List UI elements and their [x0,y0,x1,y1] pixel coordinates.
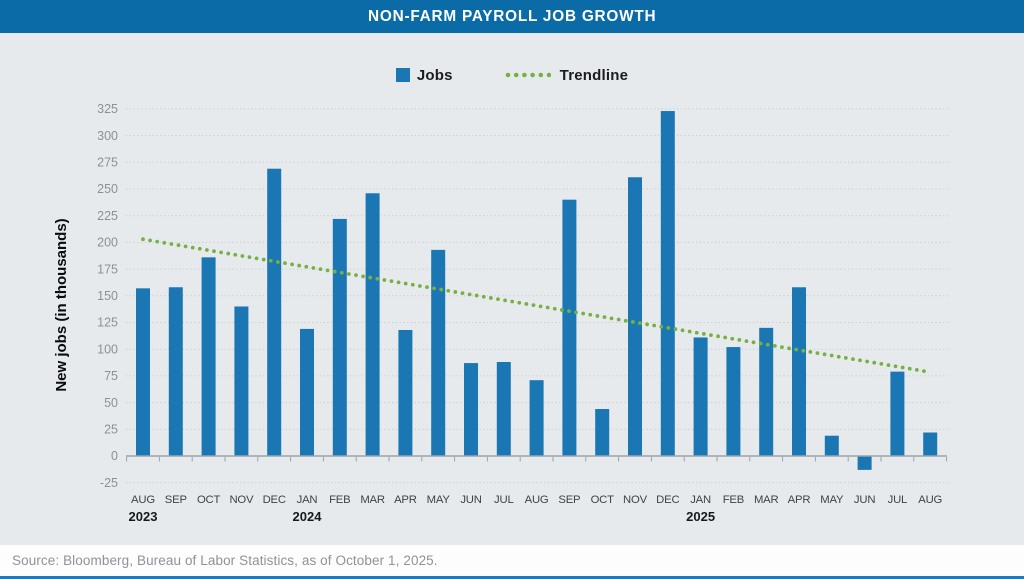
bar [300,328,314,456]
month-label: MAR [360,494,385,506]
x-axis [126,455,948,462]
bar [431,249,446,456]
payroll-jobs-chart: 3253002752502252001751501251007550250-25… [53,102,950,524]
page-title: NON-FARM PAYROLL JOB GROWTH [367,7,657,25]
y-tick-label: -25 [100,476,118,490]
month-label: DEC [263,494,286,506]
dotted-line-icon [505,72,552,78]
y-tick-label: 175 [97,262,118,276]
y-tick-label: 250 [97,182,118,196]
month-label: AUG [918,494,942,506]
month-label: JUN [460,494,481,506]
y-tick-label: 275 [97,156,118,170]
month-label: JUL [888,494,908,506]
bar [529,380,544,456]
bar [201,257,216,456]
y-tick-label: 125 [97,316,118,330]
month-label: MAY [820,494,844,506]
month-label: SEP [165,494,187,506]
y-tick-label: 75 [104,369,118,383]
source-text: Source: Bloomberg, Bureau of Labor Stati… [12,553,438,568]
bar [759,327,774,456]
month-label: JAN [690,494,711,506]
month-label: AUG [525,494,549,506]
bar [595,409,610,456]
bar [660,111,675,456]
source-strip: Source: Bloomberg, Bureau of Labor Stati… [0,545,1024,576]
bar [496,362,511,456]
y-tick-label: 0 [111,449,118,463]
trendline [141,237,933,375]
bar [628,177,642,456]
month-label: NOV [623,494,648,506]
chart-legend: Jobs Trendline [0,64,1024,86]
year-label: 2024 [293,509,323,524]
month-label: DEC [656,494,679,506]
month-label: OCT [591,494,615,506]
y-tick-label: 300 [97,129,118,143]
month-label: FEB [329,494,350,506]
year-label: 2023 [129,509,158,524]
bottom-rule [0,576,1024,579]
y-tick-label: 50 [104,396,118,410]
bar [234,306,249,456]
month-label: MAY [427,494,451,506]
bar [365,193,380,456]
bar [890,371,905,456]
y-tick-label: 200 [97,236,118,250]
bars [136,111,938,470]
month-label: JAN [297,494,318,506]
bar [824,435,839,456]
year-label: 2025 [686,509,715,524]
bar [398,329,413,456]
bar [332,218,347,456]
y-axis-title: New jobs (in thousands) [53,218,70,391]
month-label: JUL [494,494,514,506]
month-label: JUN [854,494,875,506]
title-bar: NON-FARM PAYROLL JOB GROWTH [0,0,1024,33]
month-label: APR [788,494,811,506]
gridlines [126,108,950,484]
trendline-legend-label: Trendline [559,66,629,84]
month-label: OCT [197,494,221,506]
jobs-legend-swatch [395,68,410,82]
bar [693,337,708,456]
jobs-legend-label: Jobs [416,66,453,84]
y-tick-label: 150 [97,289,118,303]
bar [168,287,183,456]
y-tick-label: 100 [97,342,118,356]
month-label: NOV [229,494,254,506]
year-labels: 2023 2024 2025 [129,509,716,524]
bar [136,288,150,456]
month-label: MAR [754,494,779,506]
bar [792,287,806,456]
bar [923,432,938,456]
month-labels: AUG SEP OCT NOV DEC JAN FEB MAR APR MAY JUN JUL AUG S… [131,494,942,506]
y-tick-label: 325 [97,102,118,116]
bar [726,347,741,456]
month-label: FEB [723,494,744,506]
y-tick-label: 25 [104,423,118,437]
trendline-legend-dashes [505,66,552,84]
month-label: SEP [558,494,580,506]
y-tick-label: 225 [97,209,118,223]
bar [267,168,282,456]
bar [464,363,478,456]
month-label: APR [394,494,417,506]
month-label: AUG [131,494,155,506]
bar [562,199,577,456]
bar [857,456,872,470]
